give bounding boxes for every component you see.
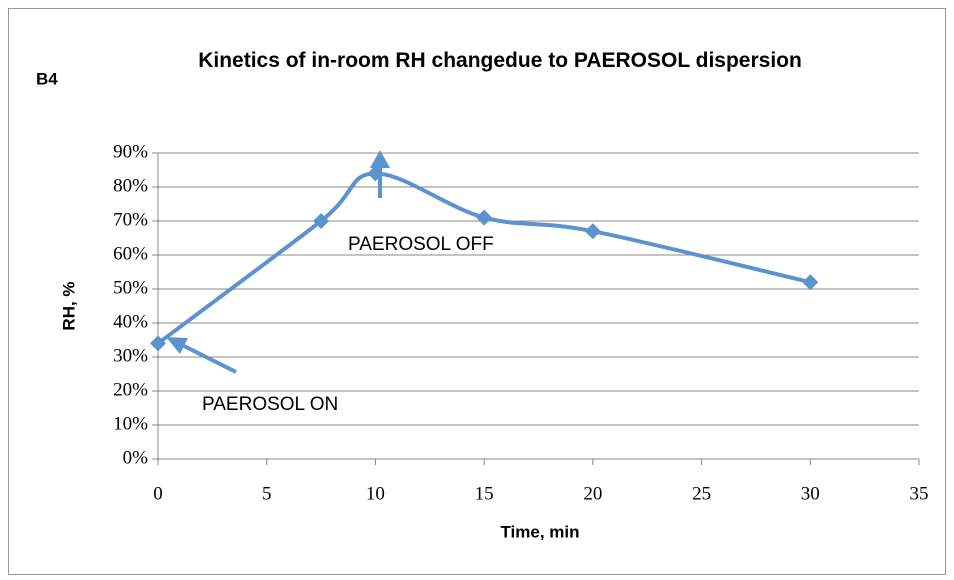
- y-tick-label: 70%: [113, 209, 148, 230]
- chart-frame: [8, 8, 946, 575]
- y-tick-label: 40%: [113, 311, 148, 332]
- x-tick-label: 35: [910, 483, 929, 504]
- chart-title: Kinetics of in-room RH changedue to PAER…: [198, 49, 802, 72]
- panel-label: B4: [36, 69, 58, 88]
- point: [584, 223, 601, 240]
- y-axis-title: RH, %: [59, 281, 78, 330]
- point: [476, 209, 493, 226]
- y-tick-label: 30%: [113, 345, 148, 366]
- y-tick-label: 50%: [113, 277, 148, 298]
- point: [802, 274, 819, 291]
- point: [150, 335, 166, 352]
- point: [313, 213, 330, 229]
- x-tick-label: 15: [475, 483, 494, 504]
- plot: 0% 10% 20% 30% 40% 50% 60% 70% 80% 90% 0 5 10 15 20 25 3…: [113, 141, 928, 504]
- arrow-off: [370, 150, 390, 198]
- x-tick-label: 10: [366, 483, 385, 504]
- y-tick-label: 20%: [113, 379, 148, 400]
- x-tick-label: 25: [692, 483, 711, 504]
- y-tick-label: 0%: [123, 447, 149, 468]
- y-tick-label: 10%: [113, 413, 148, 434]
- arrow-on: [166, 337, 237, 374]
- y-tick-label: 80%: [113, 175, 148, 196]
- y-tick-label: 60%: [113, 243, 148, 264]
- x-tick-label: 5: [262, 483, 272, 504]
- series-line: [156, 171, 811, 345]
- x-axis-title: Time, min: [500, 522, 579, 541]
- annotation-on: PAEROSOL ON: [202, 394, 338, 415]
- annotation-off: PAEROSOL OFF: [348, 234, 494, 255]
- y-tick-label: 90%: [113, 141, 148, 162]
- x-tick-label: 30: [801, 483, 820, 504]
- x-tick-label: 0: [153, 483, 163, 504]
- x-tick-label: 20: [583, 483, 602, 504]
